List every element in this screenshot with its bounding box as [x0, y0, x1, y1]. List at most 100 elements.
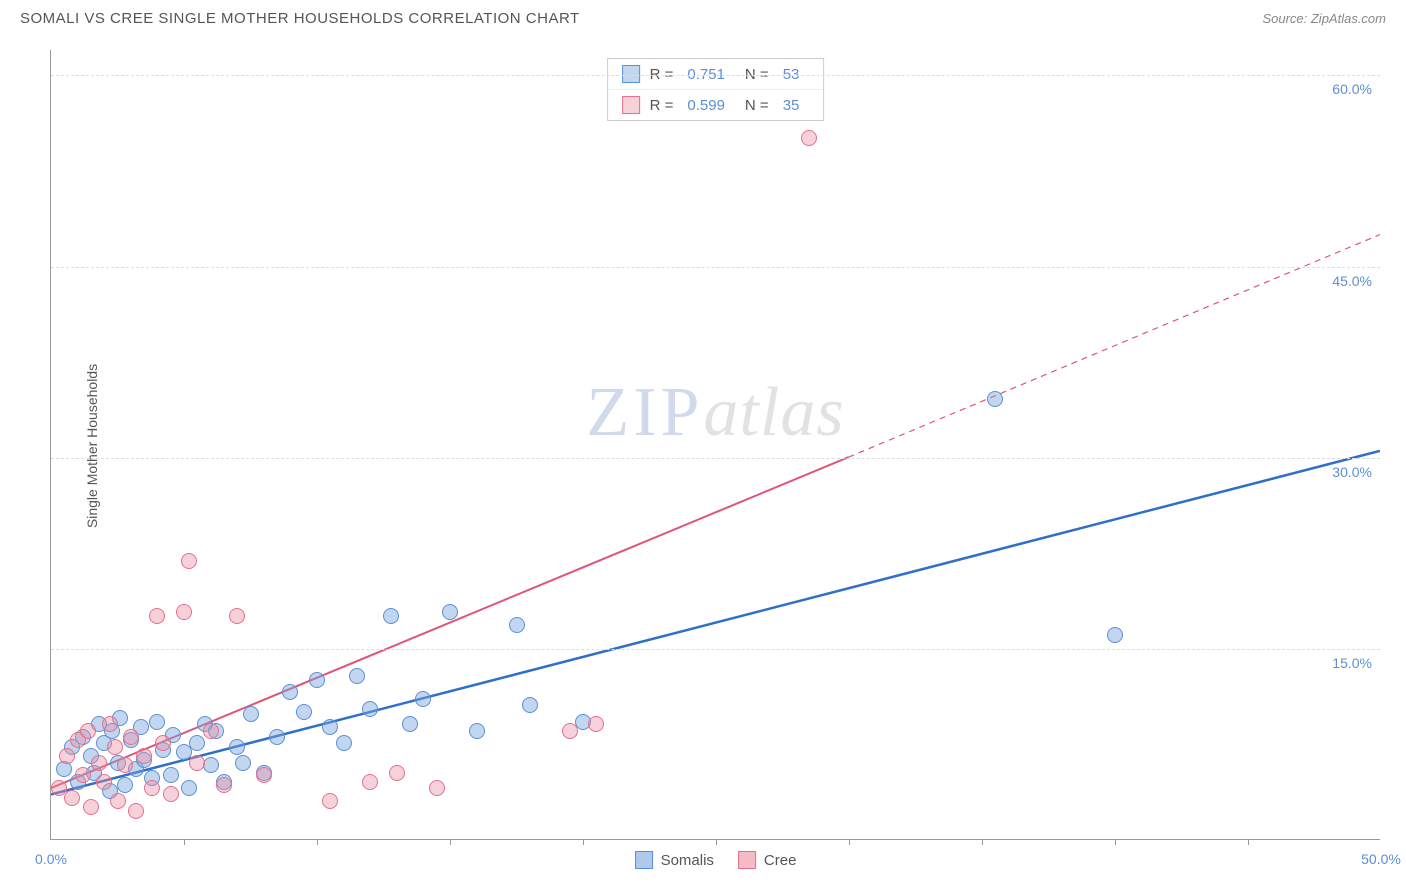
legend-n-label: N =: [745, 97, 769, 114]
series-legend-label: Cree: [764, 852, 797, 869]
data-point: [362, 774, 378, 790]
legend-swatch: [622, 96, 640, 114]
y-tick-label: 45.0%: [1332, 273, 1372, 289]
series-legend-item: Somalis: [635, 851, 714, 869]
data-point: [389, 765, 405, 781]
x-tick: [450, 839, 451, 845]
correlation-legend-row: R = 0.599 N = 35: [608, 89, 824, 120]
y-tick-label: 60.0%: [1332, 81, 1372, 97]
data-point: [144, 780, 160, 796]
data-point: [80, 723, 96, 739]
data-point: [123, 729, 139, 745]
correlation-legend: R = 0.751 N = 53 R = 0.599 N = 35: [607, 58, 825, 121]
data-point: [243, 706, 259, 722]
data-point: [176, 604, 192, 620]
data-point: [383, 608, 399, 624]
legend-n-value: 53: [783, 66, 800, 83]
correlation-legend-row: R = 0.751 N = 53: [608, 59, 824, 89]
data-point: [59, 748, 75, 764]
source-attribution: Source: ZipAtlas.com: [1262, 11, 1386, 26]
x-tick: [849, 839, 850, 845]
x-tick: [982, 839, 983, 845]
data-point: [163, 767, 179, 783]
data-point: [189, 755, 205, 771]
data-point: [588, 716, 604, 732]
data-point: [282, 684, 298, 700]
legend-swatch: [622, 65, 640, 83]
data-point: [107, 739, 123, 755]
chart-title: SOMALI VS CREE SINGLE MOTHER HOUSEHOLDS …: [20, 10, 580, 27]
data-point: [163, 786, 179, 802]
data-point: [801, 130, 817, 146]
data-point: [309, 672, 325, 688]
data-point: [216, 777, 232, 793]
data-point: [322, 719, 338, 735]
scatter-chart: ZIPatlas R =0.751N =53R =0.599N =35 Soma…: [50, 50, 1380, 840]
data-point: [96, 774, 112, 790]
data-point: [110, 793, 126, 809]
data-point: [136, 748, 152, 764]
data-point: [415, 691, 431, 707]
legend-r-value: 0.599: [687, 97, 725, 114]
series-legend-label: Somalis: [661, 852, 714, 869]
gridline: [51, 649, 1380, 650]
x-tick-label: 0.0%: [35, 851, 67, 867]
data-point: [235, 755, 251, 771]
data-point: [149, 608, 165, 624]
data-point: [83, 799, 99, 815]
data-point: [469, 723, 485, 739]
data-point: [296, 704, 312, 720]
data-point: [149, 714, 165, 730]
x-tick: [1248, 839, 1249, 845]
data-point: [336, 735, 352, 751]
data-point: [91, 755, 107, 771]
legend-r-label: R =: [650, 66, 674, 83]
legend-swatch: [635, 851, 653, 869]
gridline: [51, 75, 1380, 76]
data-point: [229, 739, 245, 755]
legend-n-value: 35: [783, 97, 800, 114]
data-point: [189, 735, 205, 751]
x-tick: [317, 839, 318, 845]
data-point: [75, 767, 91, 783]
data-point: [229, 608, 245, 624]
data-point: [362, 701, 378, 717]
data-point: [64, 790, 80, 806]
data-point: [402, 716, 418, 732]
data-point: [987, 391, 1003, 407]
data-point: [349, 668, 365, 684]
gridline: [51, 267, 1380, 268]
x-tick: [716, 839, 717, 845]
legend-r-label: R =: [650, 97, 674, 114]
data-point: [322, 793, 338, 809]
x-tick-label: 50.0%: [1361, 851, 1401, 867]
gridline: [51, 458, 1380, 459]
data-point: [102, 716, 118, 732]
y-tick-label: 30.0%: [1332, 464, 1372, 480]
watermark: ZIPatlas: [586, 373, 844, 453]
x-tick: [1115, 839, 1116, 845]
data-point: [442, 604, 458, 620]
series-legend: Somalis Cree: [635, 851, 797, 869]
data-point: [128, 803, 144, 819]
data-point: [562, 723, 578, 739]
data-point: [203, 723, 219, 739]
data-point: [509, 617, 525, 633]
data-point: [429, 780, 445, 796]
data-point: [1107, 627, 1123, 643]
data-point: [181, 553, 197, 569]
data-point: [522, 697, 538, 713]
data-point: [155, 735, 171, 751]
x-tick: [184, 839, 185, 845]
y-tick-label: 15.0%: [1332, 655, 1372, 671]
header: SOMALI VS CREE SINGLE MOTHER HOUSEHOLDS …: [0, 0, 1406, 35]
data-point: [117, 757, 133, 773]
series-legend-item: Cree: [738, 851, 797, 869]
legend-swatch: [738, 851, 756, 869]
data-point: [181, 780, 197, 796]
legend-n-label: N =: [745, 66, 769, 83]
data-point: [117, 777, 133, 793]
data-point: [256, 767, 272, 783]
data-point: [269, 729, 285, 745]
legend-r-value: 0.751: [687, 66, 725, 83]
